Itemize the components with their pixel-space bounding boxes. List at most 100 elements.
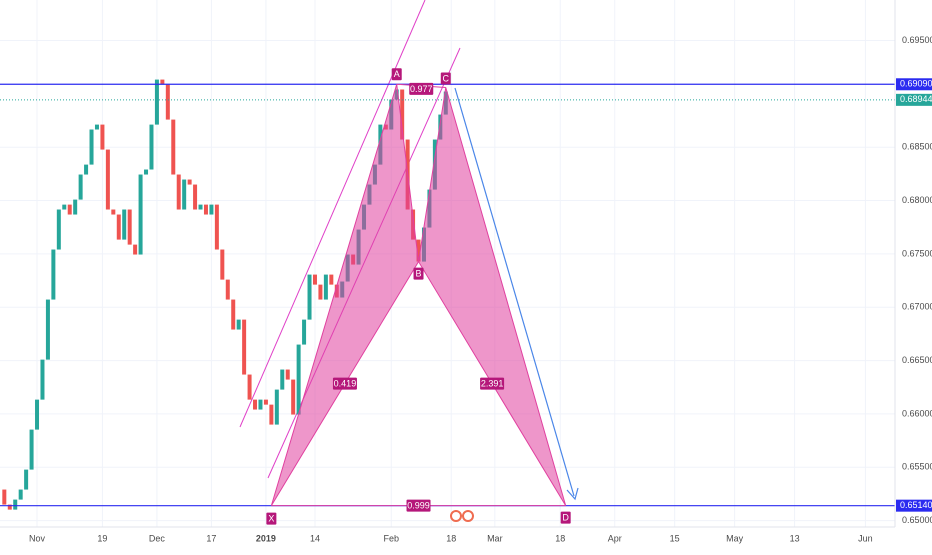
candle (307, 274, 312, 320)
candle (400, 89, 405, 140)
pattern-label: C (443, 73, 450, 83)
candle (236, 319, 241, 330)
candle (247, 374, 252, 400)
y-tick-label: 0.65500 (902, 462, 932, 472)
candle (203, 204, 208, 215)
price-label: 0.69090 (900, 79, 932, 89)
arrow-head (566, 487, 579, 501)
candle (138, 174, 143, 255)
x-tick-label: 15 (670, 533, 680, 543)
candle (40, 359, 45, 400)
candle (24, 469, 29, 490)
candle (214, 204, 219, 250)
y-tick-label: 0.66500 (902, 355, 932, 365)
pattern-label: B (416, 268, 422, 278)
candle (318, 284, 323, 300)
pattern-label: 2.391 (481, 378, 504, 388)
candle (269, 404, 274, 425)
pattern-badge (266, 512, 277, 525)
candle (149, 124, 154, 170)
projection-arrow (454, 87, 575, 497)
candle (193, 184, 198, 210)
candle (323, 274, 328, 300)
candle (198, 204, 203, 210)
candle (116, 214, 121, 240)
x-tick-label: Mar (487, 533, 503, 543)
candle (209, 204, 214, 215)
y-tick-label: 0.67000 (902, 302, 932, 312)
candle (182, 179, 187, 210)
candle (253, 399, 258, 410)
candle (263, 399, 268, 405)
y-tick-label: 0.65000 (902, 515, 932, 525)
pattern-badge (560, 511, 571, 524)
candle (89, 129, 94, 165)
x-tick-label: 2019 (256, 533, 276, 543)
y-tick-label: 0.68000 (902, 195, 932, 205)
price-label-bg (896, 78, 932, 91)
candle (416, 239, 421, 262)
x-tick-label: 14 (310, 533, 320, 543)
candle (133, 244, 138, 255)
candle (171, 119, 176, 175)
candle (78, 174, 83, 200)
candle (7, 504, 12, 510)
candle (29, 429, 34, 470)
candle (258, 399, 263, 410)
pattern-badge (391, 68, 402, 81)
candle (62, 204, 67, 210)
candle (312, 274, 317, 285)
y-tick-label: 0.67500 (902, 248, 932, 258)
candle (296, 344, 301, 415)
grid (0, 0, 895, 527)
x-tick-label: 19 (97, 533, 107, 543)
candle (73, 199, 78, 215)
candle (45, 299, 50, 360)
pattern-badge (440, 72, 451, 85)
icon (462, 510, 474, 522)
price-label-bg (896, 93, 932, 106)
candle (56, 209, 61, 250)
candle (176, 174, 181, 210)
candle (105, 149, 110, 210)
candle (35, 399, 40, 430)
x-tick-label: May (726, 533, 744, 543)
candle (94, 124, 99, 130)
pattern-label: 0.419 (334, 378, 357, 388)
axes: 0.69500 0.68500 0.68000 0.67500 0.67000 0.665… (29, 35, 932, 543)
x-tick-label: Nov (29, 533, 46, 543)
price-label: 0.65140 (900, 500, 932, 510)
candle (144, 169, 149, 175)
candle (225, 279, 230, 300)
pattern-badge (409, 82, 434, 95)
candle (154, 79, 159, 125)
candle (285, 369, 290, 380)
pattern-badge (332, 377, 357, 390)
candle (122, 209, 127, 240)
candle (18, 489, 23, 500)
x-tick-label: 18 (555, 533, 565, 543)
y-tick-label: 0.66000 (902, 408, 932, 418)
candle (67, 204, 72, 215)
icon (450, 510, 462, 522)
pattern-badge (406, 499, 431, 512)
pattern: X A B C D 0.419 0.977 2.391 0.999 (266, 68, 571, 525)
candle (187, 179, 192, 185)
candle (165, 84, 170, 120)
pattern-icons (450, 510, 474, 522)
candle (242, 319, 247, 375)
candle (13, 499, 18, 510)
price-label-bg (896, 499, 932, 512)
candle (160, 79, 165, 85)
candle (280, 369, 285, 390)
pattern-badge (413, 267, 424, 280)
x-tick-label: 18 (446, 533, 456, 543)
pattern-label: 0.977 (410, 84, 433, 94)
candle (2, 489, 7, 505)
candle (127, 209, 132, 245)
x-tick-label: Apr (608, 533, 622, 543)
y-tick-label: 0.69500 (902, 35, 932, 45)
x-tick-label: 17 (206, 533, 216, 543)
pattern-label: D (562, 513, 569, 523)
